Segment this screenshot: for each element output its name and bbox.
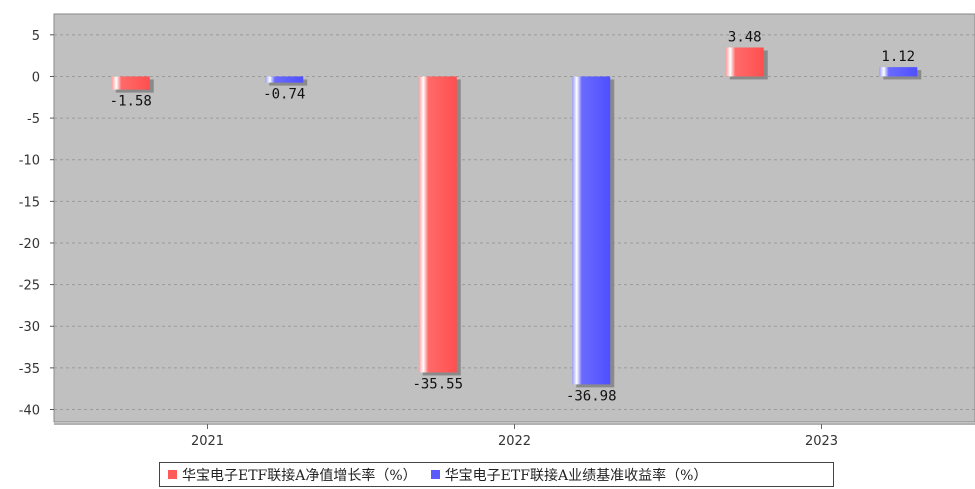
y-tick-label: -30 bbox=[19, 320, 40, 335]
y-tick-label: -40 bbox=[19, 404, 40, 419]
y-tick-label: 0 bbox=[32, 70, 40, 85]
data-label: 3.48 bbox=[728, 29, 762, 45]
bar bbox=[725, 47, 764, 77]
bar bbox=[418, 76, 457, 373]
x-axis: 2021 2022 2023 bbox=[54, 423, 975, 449]
y-tick-label: -35 bbox=[19, 362, 40, 377]
data-label: -1.58 bbox=[110, 94, 152, 110]
legend-swatch-red bbox=[168, 470, 177, 479]
legend-item-nav-growth: 华宝电子ETF联接A净值增长率（%） bbox=[168, 465, 417, 485]
y-tick-label: -20 bbox=[19, 237, 40, 252]
y-tick-label: 5 bbox=[32, 29, 40, 44]
y-axis: 5 0 -5 -10 -15 -20 -25 -30 -35 -40 bbox=[19, 29, 54, 419]
legend-item-benchmark: 华宝电子ETF联接A业绩基准收益率（%） bbox=[430, 465, 708, 485]
data-label: -0.74 bbox=[263, 87, 305, 103]
bar bbox=[111, 76, 150, 90]
x-tick-label: 2022 bbox=[498, 434, 531, 449]
data-labels: -1.58 -35.55 3.48 -0.74 -36.98 1.12 bbox=[110, 29, 915, 404]
legend: 华宝电子ETF联接A净值增长率（%） 华宝电子ETF联接A业绩基准收益率（%） bbox=[159, 462, 834, 487]
y-tick-label: -25 bbox=[19, 279, 40, 294]
data-label: -35.55 bbox=[412, 376, 463, 392]
y-tick-label: -15 bbox=[19, 195, 40, 210]
x-tick-label: 2023 bbox=[805, 434, 838, 449]
x-tick-label: 2021 bbox=[191, 434, 224, 449]
bar bbox=[572, 76, 611, 385]
legend-swatch-blue bbox=[430, 470, 440, 479]
bar bbox=[879, 67, 918, 77]
legend-label: 华宝电子ETF联接A业绩基准收益率（%） bbox=[444, 467, 708, 484]
bar bbox=[265, 76, 304, 83]
plot-area bbox=[53, 13, 975, 423]
data-label: 1.12 bbox=[881, 49, 915, 65]
data-label: -36.98 bbox=[566, 388, 617, 404]
y-tick-label: -10 bbox=[19, 154, 40, 169]
legend-label: 华宝电子ETF联接A净值增长率（%） bbox=[182, 467, 417, 484]
y-tick-label: -5 bbox=[27, 112, 40, 127]
bars bbox=[111, 47, 922, 388]
